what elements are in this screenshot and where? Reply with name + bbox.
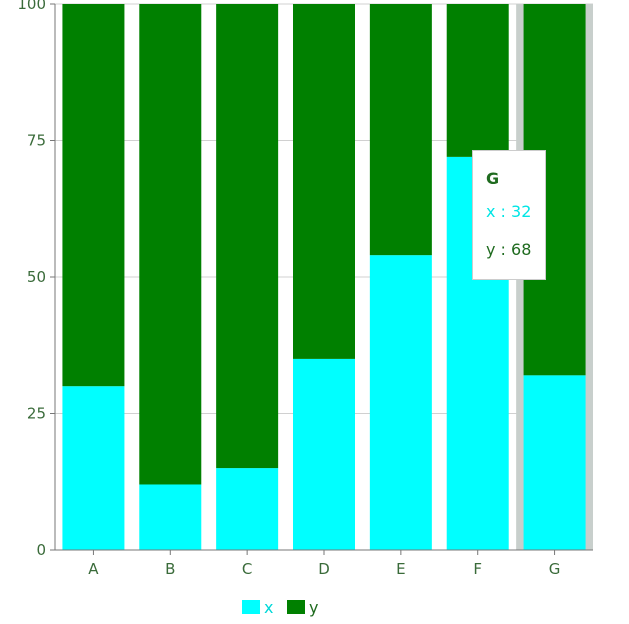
- x-tick-label: C: [242, 560, 252, 578]
- bar-y-E[interactable]: [369, 4, 432, 256]
- bar-y-B[interactable]: [139, 4, 202, 485]
- tooltip-row-x: x : 32: [486, 202, 531, 221]
- bar-y-F[interactable]: [446, 4, 509, 157]
- axes: 0 25 50 75 100 A B C D E F G: [17, 0, 593, 578]
- y-tick-label: 100: [17, 0, 46, 13]
- tooltip-title: G: [486, 169, 500, 188]
- tooltip: G x : 32 y : 68: [472, 150, 546, 280]
- tooltip-separator: :: [495, 202, 512, 221]
- x-tick-label: B: [165, 560, 175, 578]
- tooltip-value: 68: [511, 240, 532, 259]
- legend-label-x[interactable]: x: [264, 598, 273, 617]
- bar-x-D[interactable]: [293, 358, 355, 550]
- x-tick-label: F: [473, 560, 482, 578]
- bar-x-E[interactable]: [369, 255, 432, 550]
- y-tick-label: 25: [27, 405, 46, 423]
- tooltip-row-y: y : 68: [486, 240, 531, 259]
- bar-y-C[interactable]: [216, 4, 279, 469]
- bar-x-G[interactable]: [523, 375, 586, 550]
- legend-label-y[interactable]: y: [309, 598, 318, 617]
- y-tick-label: 50: [27, 268, 46, 286]
- x-tick-label: A: [88, 560, 99, 578]
- bar-x-A[interactable]: [62, 386, 125, 550]
- tooltip-value: 32: [511, 202, 532, 221]
- bar-y-A[interactable]: [62, 4, 125, 387]
- legend-swatch-y[interactable]: [287, 600, 305, 614]
- x-tick-label: D: [318, 560, 330, 578]
- bar-y-D[interactable]: [293, 4, 355, 359]
- tooltip-series-name: y: [486, 240, 496, 259]
- bars: [62, 4, 586, 550]
- bar-x-B[interactable]: [139, 484, 202, 550]
- x-tick-label: G: [549, 560, 561, 578]
- y-tick-label: 75: [27, 132, 46, 150]
- tooltip-series-name: x: [486, 202, 496, 221]
- x-tick-label: E: [396, 560, 405, 578]
- legend-swatch-x[interactable]: [242, 600, 260, 614]
- tooltip-separator: :: [495, 240, 512, 259]
- y-tick-label: 0: [36, 541, 46, 559]
- bar-x-C[interactable]: [216, 468, 279, 550]
